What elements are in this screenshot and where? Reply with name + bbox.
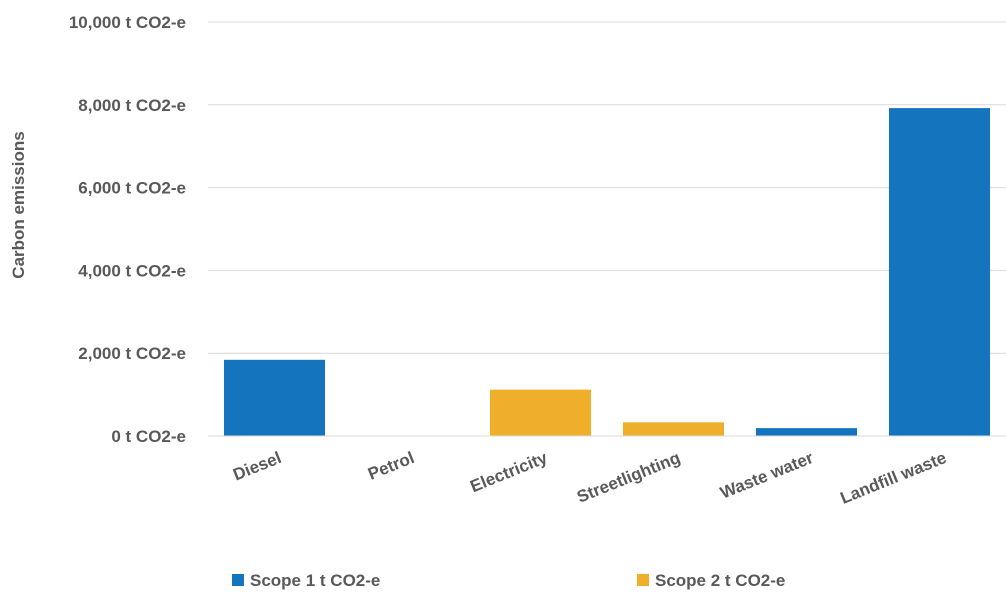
y-axis-title: Carbon emissions — [9, 131, 28, 278]
y-axis-tick-labels: 0 t CO2-e 2,000 t CO2-e 4,000 t CO2-e 6,000… — [69, 13, 186, 446]
gridlines — [208, 21, 1006, 354]
y-tick-label: 4,000 t CO2-e — [78, 261, 186, 280]
bar-electricity — [489, 389, 592, 436]
y-tick-label: 6,000 t CO2-e — [78, 179, 186, 198]
y-tick-label: 8,000 t CO2-e — [78, 96, 186, 115]
y-tick-label: 0 t CO2-e — [111, 427, 186, 446]
x-category-label: Petrol — [365, 448, 417, 484]
x-category-label: Waste water — [717, 448, 816, 503]
legend-swatch — [232, 574, 244, 586]
x-axis-category-labels: Diesel Petrol Electricity Streetlighting Was… — [230, 448, 949, 508]
bar-waste-water — [755, 428, 858, 436]
bar-diesel — [223, 359, 326, 436]
x-category-label: Streetlighting — [574, 448, 683, 507]
y-tick-label: 10,000 t CO2-e — [69, 13, 186, 32]
x-category-label: Landfill waste — [838, 448, 949, 508]
legend-swatch — [637, 574, 649, 586]
x-category-label: Diesel — [230, 448, 284, 484]
bar-landfill-waste — [888, 108, 991, 436]
bar-streetlighting — [622, 422, 725, 436]
legend-label: Scope 1 t CO2-e — [250, 571, 380, 590]
x-category-label: Electricity — [468, 448, 551, 496]
y-tick-label: 2,000 t CO2-e — [78, 344, 186, 363]
legend-label: Scope 2 t CO2-e — [655, 571, 785, 590]
bars — [223, 108, 991, 436]
legend: Scope 1 t CO2-e Scope 2 t CO2-e — [232, 571, 785, 590]
